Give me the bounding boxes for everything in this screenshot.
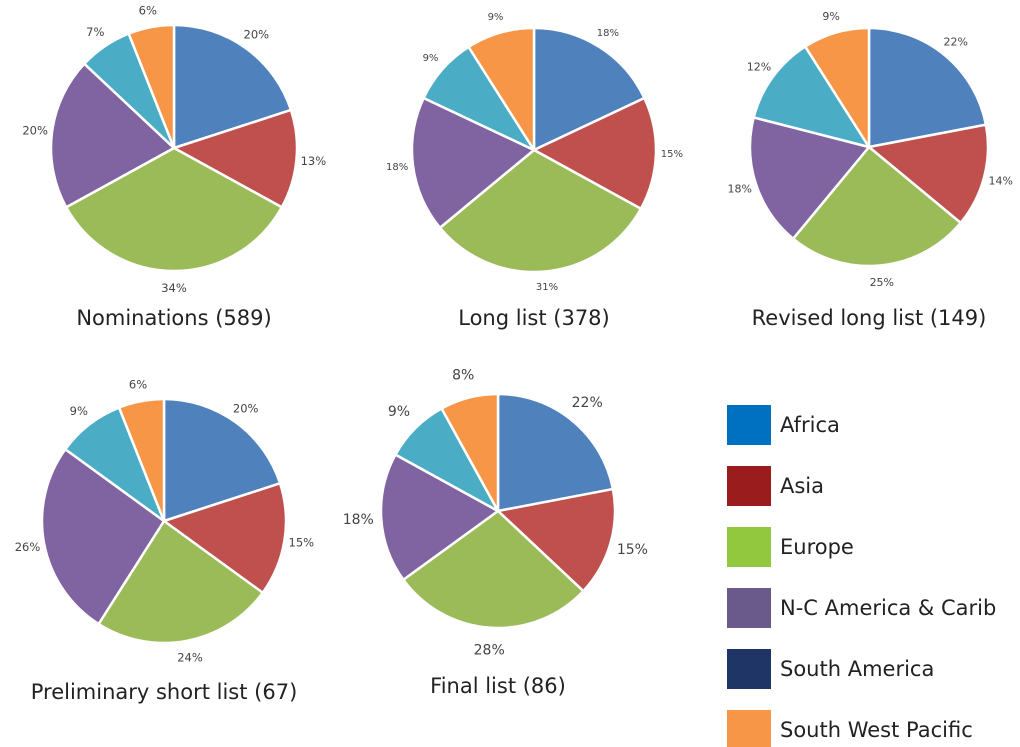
pie-charts-group: 20% 13% 34% 20% 7% 6% Nominations (589) 18% 15% 3… bbox=[15, 4, 1013, 705]
pie-slice bbox=[867, 123, 990, 225]
legend-label: South America bbox=[780, 657, 934, 681]
pie-slice bbox=[117, 397, 166, 523]
slice-percent-label: 20% bbox=[244, 28, 270, 42]
slice-percent-label: 22% bbox=[943, 36, 967, 49]
pie-chart: 20% 15% 24% 26% 9% 6% Preliminary short list (… bbox=[15, 378, 314, 705]
pie-slice bbox=[410, 96, 536, 230]
slice-percent-label: 18% bbox=[343, 512, 374, 528]
legend-label: N-C America & Carib bbox=[780, 596, 996, 620]
legend-label: Africa bbox=[780, 413, 840, 437]
slice-percent-label: 6% bbox=[129, 378, 147, 392]
slice-percent-label: 7% bbox=[86, 25, 104, 39]
pie-slice bbox=[440, 392, 500, 513]
pie-slice bbox=[496, 487, 617, 593]
slice-percent-label: 25% bbox=[870, 276, 894, 289]
slice-percent-label: 9% bbox=[423, 53, 439, 64]
pie-title: Long list (378) bbox=[458, 306, 609, 330]
slice-percent-label: 9% bbox=[488, 12, 504, 23]
slice-percent-label: 31% bbox=[536, 282, 558, 293]
pie-slice bbox=[748, 116, 871, 240]
slice-percent-label: 15% bbox=[289, 536, 315, 550]
pie-chart: 18% 15% 31% 18% 9% 9% Long list (378) bbox=[386, 12, 683, 330]
slice-percent-label: 34% bbox=[161, 281, 187, 295]
legend-label: South West Pacific bbox=[780, 718, 973, 742]
pie-slice bbox=[402, 509, 585, 630]
pie-slice bbox=[40, 448, 166, 626]
slice-percent-label: 20% bbox=[22, 124, 48, 138]
legend-item: South America bbox=[727, 649, 934, 689]
slice-percent-label: 15% bbox=[661, 149, 683, 160]
slice-percent-label: 20% bbox=[233, 402, 259, 416]
pie-slice bbox=[532, 26, 646, 152]
pie-slice bbox=[791, 145, 962, 268]
legend-item: South West Pacific bbox=[727, 710, 973, 747]
slice-percent-label: 9% bbox=[70, 404, 88, 418]
pie-title: Nominations (589) bbox=[76, 306, 271, 330]
pie-title: Preliminary short list (67) bbox=[31, 680, 298, 704]
legend-swatch bbox=[727, 710, 771, 747]
slice-percent-label: 18% bbox=[597, 28, 619, 39]
legend-swatch bbox=[727, 527, 771, 567]
pie-slice bbox=[172, 108, 299, 209]
pie-slice bbox=[49, 62, 176, 209]
pie-slice bbox=[752, 45, 871, 149]
slice-percent-label: 18% bbox=[727, 183, 751, 196]
pie-slice bbox=[172, 23, 293, 150]
pie-slice bbox=[438, 148, 643, 274]
legend-label: Europe bbox=[780, 535, 854, 559]
slice-percent-label: 15% bbox=[617, 542, 648, 558]
legend-swatch bbox=[727, 588, 771, 628]
slice-percent-label: 28% bbox=[474, 643, 505, 659]
slice-percent-label: 6% bbox=[139, 4, 157, 18]
legend: Africa Asia Europe N-C America & Carib South… bbox=[727, 405, 996, 747]
pie-chart: 22% 15% 28% 18% 9% 8% Final list (86) bbox=[343, 367, 648, 698]
legend-item: Asia bbox=[727, 466, 824, 506]
legend-label: Asia bbox=[780, 474, 824, 498]
pie-slice bbox=[532, 96, 658, 211]
pie-slice bbox=[127, 23, 176, 150]
pie-slice bbox=[867, 26, 988, 149]
legend-swatch bbox=[727, 466, 771, 506]
pie-slice bbox=[803, 26, 871, 149]
legend-item: N-C America & Carib bbox=[727, 588, 996, 628]
slice-percent-label: 8% bbox=[452, 367, 474, 383]
legend-swatch bbox=[727, 649, 771, 689]
slice-percent-label: 26% bbox=[15, 540, 41, 554]
slice-percent-label: 13% bbox=[301, 154, 327, 168]
slice-percent-label: 24% bbox=[177, 651, 203, 665]
pie-slice bbox=[379, 453, 500, 582]
legend-swatch bbox=[727, 405, 771, 445]
pie-slice bbox=[467, 26, 536, 152]
slice-percent-label: 12% bbox=[747, 61, 771, 74]
legend-item: Europe bbox=[727, 527, 854, 567]
pie-title: Final list (86) bbox=[430, 674, 566, 698]
pie-slice bbox=[97, 519, 264, 645]
slice-percent-label: 14% bbox=[988, 174, 1012, 187]
pie-title: Revised long list (149) bbox=[752, 306, 987, 330]
slice-percent-label: 18% bbox=[386, 162, 408, 173]
pie-chart: 22% 14% 25% 18% 12% 9% Revised long list (149) bbox=[727, 10, 1012, 330]
pie-slice bbox=[496, 392, 615, 513]
pie-slice bbox=[162, 482, 288, 594]
slice-percent-label: 22% bbox=[572, 395, 603, 411]
pie-slice bbox=[162, 397, 282, 523]
legend-item: Africa bbox=[727, 405, 840, 445]
pie-chart: 20% 13% 34% 20% 7% 6% Nominations (589) bbox=[22, 4, 326, 331]
slice-percent-label: 9% bbox=[388, 404, 410, 420]
slice-percent-label: 9% bbox=[822, 10, 839, 23]
